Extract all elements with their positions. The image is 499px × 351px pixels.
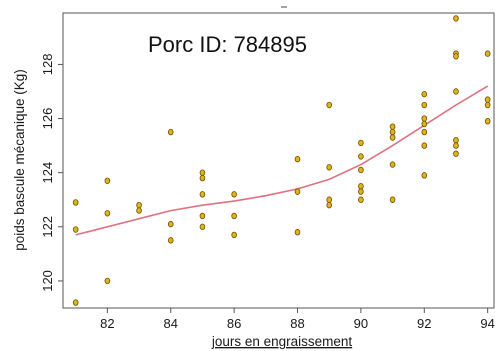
data-point <box>421 90 428 98</box>
data-point <box>136 207 142 214</box>
data-point <box>167 128 174 136</box>
x-tick-label: 86 <box>227 316 241 331</box>
y-axis: 120 122 124 126 128 <box>40 54 63 292</box>
x-tick-label: 82 <box>100 316 114 331</box>
data-point <box>453 150 459 157</box>
smooth-trend-line <box>75 85 489 236</box>
data-point <box>484 101 491 109</box>
data-point <box>199 223 206 231</box>
data-point <box>358 166 364 174</box>
data-point <box>104 277 111 285</box>
data-point <box>72 226 79 233</box>
data-point <box>326 101 333 109</box>
data-point <box>421 172 428 179</box>
data-point <box>453 15 459 22</box>
smooth-line-layer <box>75 85 489 236</box>
data-point <box>358 183 364 190</box>
data-point <box>326 201 333 209</box>
data-point <box>294 155 301 163</box>
data-point <box>231 191 237 198</box>
data-point <box>453 88 459 95</box>
data-point <box>389 123 396 130</box>
data-point <box>421 142 428 149</box>
data-point <box>484 96 491 103</box>
x-tick-label: 88 <box>290 316 304 331</box>
x-tick-label: 84 <box>164 316 178 331</box>
data-point <box>231 212 237 220</box>
data-point <box>72 299 79 306</box>
x-axis: 82 84 86 88 90 92 94 <box>100 308 495 331</box>
points-layer <box>72 15 491 306</box>
data-point <box>199 212 206 220</box>
data-point <box>421 101 428 109</box>
data-point <box>136 201 142 209</box>
data-point <box>104 210 111 217</box>
y-tick-label: 122 <box>40 216 55 238</box>
data-point <box>358 139 364 147</box>
data-point <box>199 174 206 182</box>
data-point <box>231 231 237 239</box>
data-point <box>72 199 79 206</box>
data-point <box>167 237 174 244</box>
data-point <box>358 188 364 195</box>
y-tick-label: 120 <box>40 270 55 292</box>
chart-title: Porc ID: 784895 <box>148 32 307 57</box>
data-point <box>358 196 364 203</box>
y-tick-label: 128 <box>40 54 55 76</box>
y-axis-title: poids bascule mécanique (Kg) <box>12 69 27 251</box>
x-tick-label: 90 <box>354 316 368 331</box>
data-point <box>167 220 174 228</box>
data-point <box>389 196 396 203</box>
x-axis-title: jours en engraissement <box>211 334 353 349</box>
y-tick-label: 126 <box>40 108 55 130</box>
data-point <box>484 118 491 125</box>
data-point <box>358 153 364 160</box>
data-point <box>484 50 491 57</box>
x-tick-label: 94 <box>480 316 494 331</box>
data-point <box>294 229 301 236</box>
data-point <box>326 196 333 203</box>
data-point <box>389 161 396 168</box>
data-point <box>453 137 459 144</box>
data-point <box>294 188 301 195</box>
data-point <box>421 115 428 122</box>
data-point <box>421 120 428 128</box>
x-tick-label: 92 <box>417 316 431 331</box>
data-point <box>389 134 396 141</box>
plot-frame <box>62 12 495 309</box>
data-point <box>453 53 459 60</box>
data-point <box>199 169 206 176</box>
data-point <box>326 164 333 171</box>
data-point <box>453 142 459 149</box>
data-point <box>104 177 111 184</box>
data-point <box>421 128 428 136</box>
y-tick-label: 124 <box>40 162 55 184</box>
data-point <box>389 128 396 136</box>
data-point <box>199 191 206 198</box>
